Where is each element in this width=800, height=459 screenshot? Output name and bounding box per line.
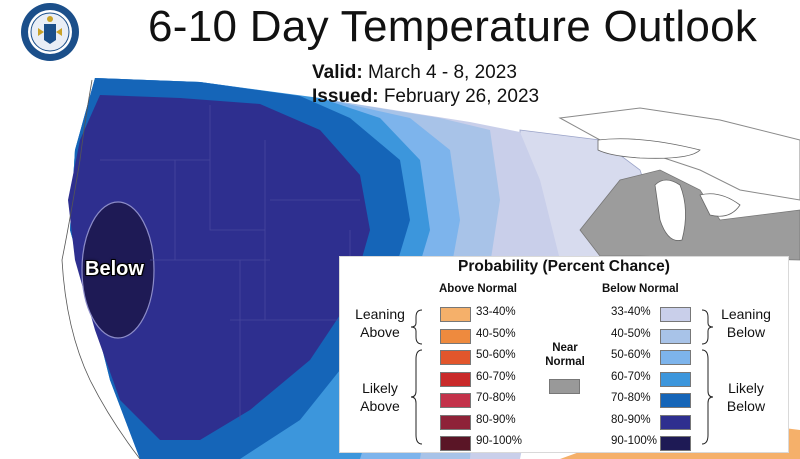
likely-above-label: Likely Above bbox=[352, 379, 408, 415]
likely-above-brace-icon bbox=[410, 349, 423, 445]
likely-below-line1: Likely bbox=[728, 380, 764, 396]
leaning-above-brace-icon bbox=[410, 309, 423, 345]
leaning-below-line1: Leaning bbox=[721, 306, 771, 322]
above-swatch bbox=[440, 328, 471, 344]
above-swatch bbox=[440, 414, 471, 430]
department-seal-icon bbox=[21, 3, 79, 61]
below-swatch bbox=[660, 350, 691, 365]
above-swatch bbox=[440, 371, 471, 387]
leaning-above-label: Leaning Above bbox=[352, 305, 408, 341]
below-range-label: 50-60% bbox=[611, 349, 651, 361]
above-range-label: 70-80% bbox=[476, 392, 516, 404]
below-range-label: 33-40% bbox=[611, 306, 651, 318]
above-range-label: 33-40% bbox=[476, 306, 516, 318]
above-swatch bbox=[440, 436, 471, 451]
above-normal-header: Above Normal bbox=[439, 283, 517, 295]
above-swatch bbox=[440, 393, 471, 408]
likely-above-line2: Above bbox=[360, 398, 400, 414]
leaning-below-brace-icon bbox=[701, 309, 714, 345]
near-normal-label: Near Normal bbox=[536, 341, 594, 369]
below-normal-header: Below Normal bbox=[602, 283, 679, 295]
leaning-below-line2: Below bbox=[726, 324, 766, 340]
near-normal-line1: Near bbox=[552, 342, 578, 354]
probability-legend: Probability (Percent Chance) Above Norma… bbox=[339, 256, 789, 453]
likely-above-line1: Likely bbox=[362, 380, 398, 396]
above-swatch bbox=[440, 350, 471, 365]
below-range-label: 40-50% bbox=[611, 327, 651, 340]
below-swatch bbox=[660, 393, 691, 408]
issued-value: February 26, 2023 bbox=[383, 86, 540, 107]
valid-value: March 4 - 8, 2023 bbox=[367, 62, 517, 83]
above-swatch bbox=[440, 307, 471, 322]
leaning-below-label: Leaning Below bbox=[718, 305, 774, 341]
legend-title: Probability (Percent Chance) bbox=[458, 258, 670, 275]
below-swatch bbox=[660, 414, 691, 430]
near-normal-swatch bbox=[549, 379, 580, 394]
above-range-label: 40-50% bbox=[476, 327, 516, 340]
below-range-label: 90-100% bbox=[611, 435, 658, 447]
below-range-label: 70-80% bbox=[611, 392, 651, 404]
issued-label: Issued: bbox=[312, 86, 379, 107]
issued-date: Issued: February 26, 2023 bbox=[312, 86, 539, 108]
below-swatch bbox=[660, 371, 691, 387]
above-range-label: 90-100% bbox=[476, 435, 523, 447]
above-range-label: 50-60% bbox=[476, 349, 516, 361]
below-swatch bbox=[660, 328, 691, 344]
valid-label: Valid: bbox=[312, 62, 363, 83]
likely-below-brace-icon bbox=[701, 349, 714, 445]
likely-below-label: Likely Below bbox=[718, 379, 774, 415]
map-region-label: Below bbox=[85, 258, 144, 280]
above-range-label: 80-90% bbox=[476, 413, 516, 426]
below-swatch bbox=[660, 307, 691, 322]
below-swatch bbox=[660, 436, 691, 451]
likely-below-line2: Below bbox=[726, 398, 766, 414]
page-title: 6-10 Day Temperature Outlook bbox=[148, 2, 758, 51]
near-normal-line2: Normal bbox=[545, 356, 585, 368]
leaning-above-line2: Above bbox=[360, 324, 400, 340]
below-range-label: 60-70% bbox=[611, 370, 651, 383]
leaning-above-line1: Leaning bbox=[355, 306, 405, 322]
valid-date: Valid: March 4 - 8, 2023 bbox=[312, 62, 517, 84]
below-range-label: 80-90% bbox=[611, 413, 651, 426]
above-range-label: 60-70% bbox=[476, 370, 516, 383]
